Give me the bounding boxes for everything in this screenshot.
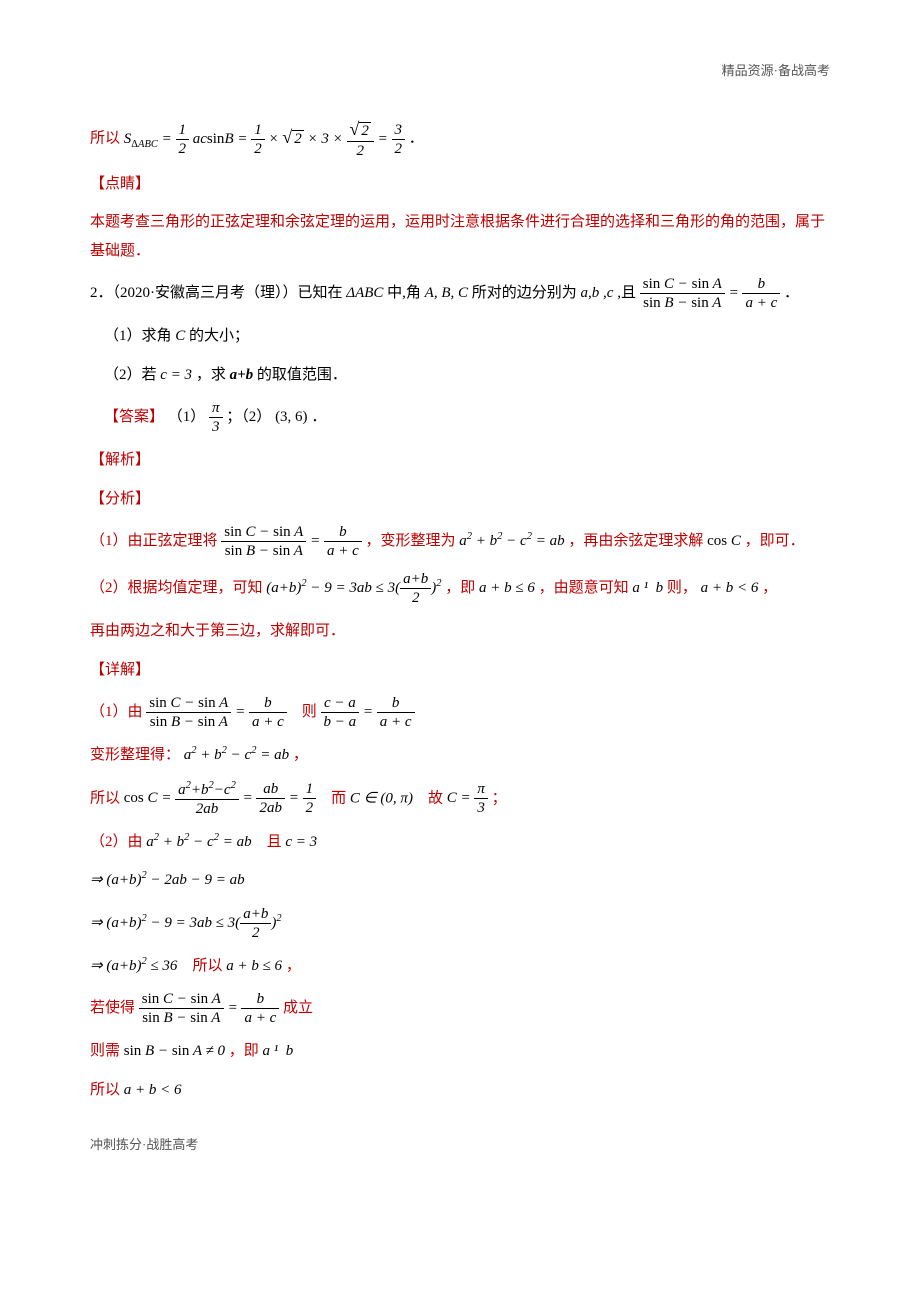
math-ablt6-2: a + b < 6	[124, 1082, 182, 1098]
text-q2e: ．	[784, 285, 799, 301]
text-q2-2b: ，求	[196, 367, 226, 383]
text-an2c: ，由题意可知	[539, 580, 629, 596]
text-d7b: ，即	[229, 1043, 259, 1059]
math-able6: a + b ≤ 6	[479, 580, 539, 596]
text-d2a: 变形整理得：	[90, 747, 180, 763]
text-d2b: ，	[293, 747, 308, 763]
step-d1: ⇒ (a+b)2 − 2ab − 9 = ab	[90, 866, 830, 895]
text-d6a: 若使得	[90, 1000, 135, 1016]
label-dianjing: 【点睛】	[90, 170, 830, 199]
text-q1a: （1）求角	[104, 328, 172, 344]
math-ratio: sin C − sin Asin B − sin A = ba + c	[640, 285, 784, 301]
math-abc: a,b ,c	[581, 285, 618, 301]
math-cosC: cos C	[707, 533, 745, 549]
math-aneqb-2: a ¹ b	[262, 1043, 293, 1059]
text-q2b: 中,角	[387, 285, 421, 301]
step-d2: ⇒ (a+b)2 − 9 = 3ab ≤ 3(a+b2)2	[90, 905, 830, 942]
problem-2-statement: 2．（2020·安徽高三月考（理））已知在 ΔABC 中,角 A, B, C 所…	[90, 275, 830, 312]
text-d5a: 所以	[192, 958, 222, 974]
detail-7: 所以 a + b < 6	[90, 1076, 830, 1105]
text-d3c: 故	[428, 790, 443, 806]
text-an1d: ，即可．	[745, 533, 805, 549]
math-abc-sq-2: a2 + b2 − c2 = ab	[184, 747, 293, 763]
math-c3: c = 3	[160, 367, 196, 383]
label-answer: 【答案】	[104, 409, 164, 425]
math-abc-sq-3: a2 + b2 − c2 = ab	[146, 834, 255, 850]
math-aplusb: a+b	[230, 367, 257, 383]
detail-2: 变形整理得： a2 + b2 − c2 = ab ，	[90, 741, 830, 770]
text-d4a: （2）由	[90, 834, 143, 850]
math-interval: (3, 6)	[275, 409, 308, 425]
text-d3b: 而	[331, 790, 346, 806]
text-q2-2a: （2）若	[104, 367, 157, 383]
label-xiangjie: 【详解】	[90, 656, 830, 685]
text-d1b: 则	[302, 704, 317, 720]
math-step-d3: ⇒ (a+b)2 ≤ 36	[90, 958, 177, 974]
text-suoyi: 所以	[90, 131, 120, 147]
text-d3d: ；	[492, 790, 507, 806]
text-d7a: 则需	[90, 1043, 120, 1059]
text-d4b: 且	[267, 834, 282, 850]
text-an2d: 则，	[667, 580, 697, 596]
math-abc-sq: a2 + b2 − c2 = ab	[459, 533, 568, 549]
analysis-2b: 再由两边之和大于第三边，求解即可．	[90, 617, 830, 646]
math-triangle: ΔABC	[346, 285, 387, 301]
detail-1: （1）由 sin C − sin Asin B − sin A = ba + c…	[90, 694, 830, 731]
text-q1b: 的大小；	[189, 328, 249, 344]
math-able6-2: a + b ≤ 6	[226, 958, 286, 974]
equation-line-1: 所以 SΔABC = 12 acsinB = 12 × √2 × 3 × √22…	[90, 119, 830, 160]
math-ratio-5: sin C − sin Asin B − sin A = ba + c	[139, 1000, 283, 1016]
math-ratio-2: sin C − sin Asin B − sin A = ba + c	[221, 533, 365, 549]
text-q2c: 所对的边分别为	[472, 285, 577, 301]
text-an1c: ，再由余弦定理求解	[568, 533, 703, 549]
text-an1a: （1）由正弦定理将	[90, 533, 218, 549]
text-an2a: （2）根据均值定理，可知	[90, 580, 263, 596]
text-ans1: （1）	[168, 409, 206, 425]
detail-3: 所以 cos C = a2+b2−c22ab = ab2ab = 12 而 C …	[90, 780, 830, 818]
text-d1a: （1）由	[90, 704, 143, 720]
math-Cinterval: C ∈ (0, π)	[350, 790, 417, 806]
math-ratio-3: sin C − sin Asin B − sin A = ba + c	[146, 704, 290, 720]
analysis-2: （2）根据均值定理，可知 (a+b)2 − 9 = 3ab ≤ 3(a+b2)2…	[90, 570, 830, 607]
math-cosC-expand: cos C = a2+b2−c22ab = ab2ab = 12	[124, 790, 320, 806]
step-d3: ⇒ (a+b)2 ≤ 36 所以 a + b ≤ 6 ，	[90, 952, 830, 981]
math-pi3: π3	[209, 409, 226, 425]
detail-4: （2）由 a2 + b2 − c2 = ab 且 c = 3	[90, 828, 830, 857]
math-sinneq: sin B − sin A ≠ 0	[124, 1043, 229, 1059]
detail-6: 则需 sin B − sin A ≠ 0 ，即 a ¹ b	[90, 1037, 830, 1066]
text-q2a: 2．（2020·安徽高三月考（理））已知在	[90, 285, 343, 301]
text-q2-2c: 的取值范围．	[257, 367, 347, 383]
page-footer: 冲刺拣分·战胜高考	[90, 1134, 830, 1153]
text-d8: 所以	[90, 1082, 120, 1098]
detail-5: 若使得 sin C − sin Asin B − sin A = ba + c …	[90, 990, 830, 1027]
math-ratio-4: c − ab − a = ba + c	[321, 704, 415, 720]
math-Ceq: C = π3	[447, 790, 492, 806]
text-q2d: ,且	[617, 285, 636, 301]
math-c3-2: c = 3	[285, 834, 317, 850]
text-an1b: ，变形整理为	[366, 533, 456, 549]
label-fenxi: 【分析】	[90, 485, 830, 514]
text-d3a: 所以	[90, 790, 120, 806]
answer-line: 【答案】 （1） π3 ；（2） (3, 6) ．	[104, 399, 830, 436]
page-header: 精品资源·备战高考	[90, 60, 830, 79]
math-aneqb: a ¹ b	[632, 580, 667, 596]
math-ineq: (a+b)2 − 9 = 3ab ≤ 3(a+b2)2	[266, 580, 445, 596]
text-ans3: ．	[311, 409, 326, 425]
math-C: C	[175, 328, 189, 344]
math-ABC: A, B, C	[425, 285, 472, 301]
period-1: ．	[409, 131, 424, 147]
label-jiexi: 【解析】	[90, 446, 830, 475]
text-d5b: ，	[286, 958, 301, 974]
math-area-formula: SΔABC = 12 acsinB = 12 × √2 × 3 × √22 = …	[124, 131, 409, 147]
analysis-1: （1）由正弦定理将 sin C − sin Asin B − sin A = b…	[90, 523, 830, 560]
text-ans2: ；（2）	[226, 409, 271, 425]
text-an2e: ，	[762, 580, 777, 596]
sub-q1: （1）求角 C 的大小；	[104, 322, 830, 351]
text-d6b: 成立	[283, 1000, 313, 1016]
sub-q2: （2）若 c = 3 ，求 a+b 的取值范围．	[104, 361, 830, 390]
math-ablt6: a + b < 6	[701, 580, 763, 596]
text-commentary: 本题考查三角形的正弦定理和余弦定理的运用，运用时注意根据条件进行合理的选择和三角…	[90, 208, 830, 265]
text-an2b: ，即	[445, 580, 475, 596]
